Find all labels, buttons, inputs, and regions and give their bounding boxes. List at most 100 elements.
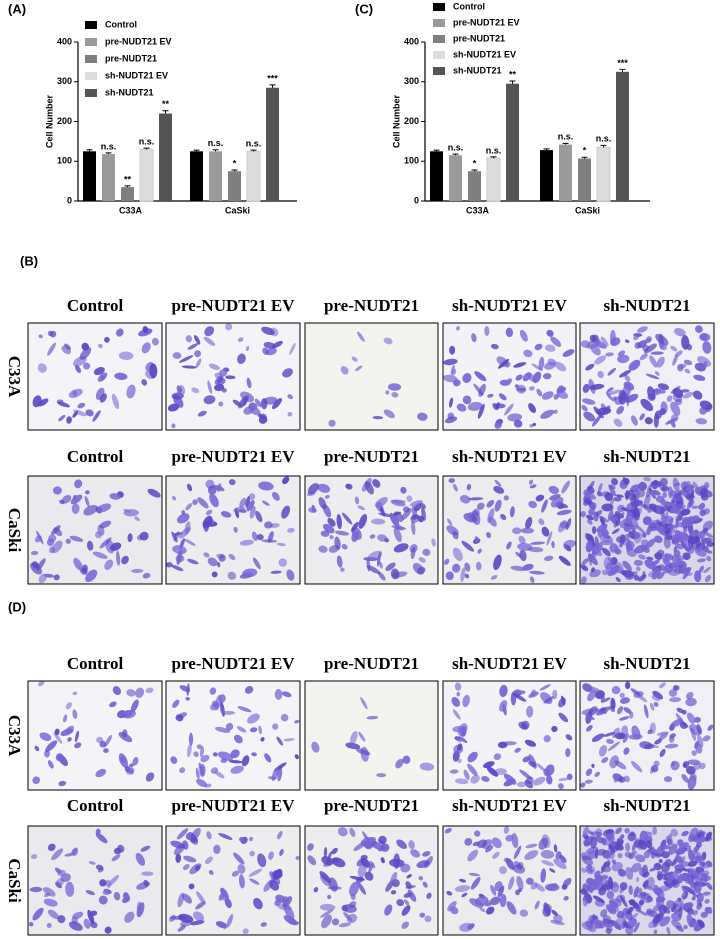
cell-stain — [188, 883, 195, 890]
cell-stain — [703, 360, 708, 370]
error-bar — [471, 169, 478, 172]
error-bar — [269, 84, 276, 88]
bar — [449, 155, 462, 201]
cell-stain — [528, 546, 544, 553]
cell-stain — [237, 706, 252, 713]
cell-stain — [364, 481, 374, 495]
cell-stain — [320, 909, 334, 918]
cell-stain — [505, 327, 514, 338]
cell-stain — [294, 754, 300, 760]
cell-stain — [260, 737, 265, 742]
cell-stain — [109, 493, 121, 500]
cell-stain — [214, 771, 225, 779]
cell-stain — [188, 732, 194, 746]
cell-stain — [182, 864, 190, 871]
cell-stain — [635, 854, 646, 863]
cell-stain — [206, 831, 212, 840]
cell-stain — [669, 733, 676, 739]
bar — [596, 146, 611, 202]
cell-stain — [213, 844, 221, 855]
cell-stain — [633, 574, 640, 581]
cell-stain — [237, 353, 246, 365]
cell-stain — [593, 548, 603, 557]
error-bar — [143, 147, 150, 150]
cell-stain — [418, 875, 424, 881]
cell-stain — [351, 531, 360, 542]
bar — [559, 144, 572, 201]
cell-stain — [676, 707, 685, 714]
cell-stain — [182, 893, 193, 904]
cell-stain — [185, 696, 191, 701]
bar — [468, 171, 481, 201]
cell-stain — [486, 499, 495, 508]
cell-stain — [580, 511, 586, 518]
cell-stain — [170, 915, 187, 920]
cell-stain — [538, 518, 545, 526]
cell-stain — [666, 839, 674, 846]
cell-stain — [506, 901, 517, 915]
cell-stain — [84, 495, 90, 508]
error-bar — [509, 80, 516, 84]
cell-stain — [553, 858, 567, 870]
cell-stain — [105, 879, 112, 888]
cell-stain — [545, 764, 555, 776]
cell-stain — [657, 572, 665, 580]
cell-stain — [540, 849, 555, 859]
cell-stain — [603, 854, 608, 859]
cell-stain — [503, 826, 510, 834]
cell-stain — [602, 914, 612, 925]
cell-stain — [364, 871, 374, 881]
cell-stain — [565, 734, 573, 741]
cell-stain — [611, 859, 617, 865]
cell-stain — [271, 398, 283, 410]
cell-stain — [524, 850, 539, 860]
micrograph-frame — [579, 825, 715, 936]
error-bar — [581, 156, 588, 159]
cell-stain — [379, 561, 383, 569]
cell-stain — [602, 405, 611, 415]
cell-stain — [604, 492, 614, 502]
cell-stain — [449, 397, 454, 408]
y-tick-label: 200 — [57, 116, 72, 126]
cell-stain — [582, 883, 589, 895]
row-label: C33A — [5, 715, 24, 757]
cell-stain — [554, 361, 567, 372]
cell-stain — [449, 769, 459, 774]
cell-stain — [686, 712, 696, 724]
cell-stain — [204, 856, 213, 865]
cell-stain — [611, 528, 620, 535]
micrograph — [579, 475, 715, 585]
column-label: pre-NUDT21 EV — [172, 447, 296, 466]
cell-stain — [255, 510, 263, 523]
cell-stain — [633, 886, 639, 898]
cell-stain — [586, 514, 594, 521]
column-label: sh-NUDT21 — [604, 296, 691, 315]
cell-stain — [594, 708, 608, 714]
cell-stain — [606, 738, 614, 744]
cell-stain — [684, 368, 691, 374]
cell-stain — [251, 752, 257, 757]
cell-stain — [104, 926, 112, 934]
cell-stain — [327, 894, 332, 900]
cell-stain — [490, 574, 498, 580]
cell-stain — [660, 844, 671, 850]
cell-stain — [323, 846, 328, 858]
cell-stain — [550, 496, 564, 508]
cell-stain — [676, 557, 682, 566]
cell-stain — [628, 359, 641, 371]
cell-stain — [544, 344, 556, 352]
cell-stain — [621, 914, 628, 928]
micrograph — [304, 825, 439, 936]
cell-stain — [74, 479, 83, 489]
cell-stain — [65, 702, 72, 710]
cell-stain — [212, 484, 225, 492]
cell-stain — [675, 514, 683, 522]
significance-label: ** — [124, 174, 132, 184]
micrograph-frame — [27, 825, 163, 936]
cell-stain — [99, 537, 112, 549]
cell-stain — [57, 915, 66, 924]
cell-stain — [172, 699, 180, 708]
cell-stain — [167, 403, 180, 412]
column-label: Control — [67, 654, 124, 673]
x-tick-label: CaSki — [225, 205, 250, 215]
